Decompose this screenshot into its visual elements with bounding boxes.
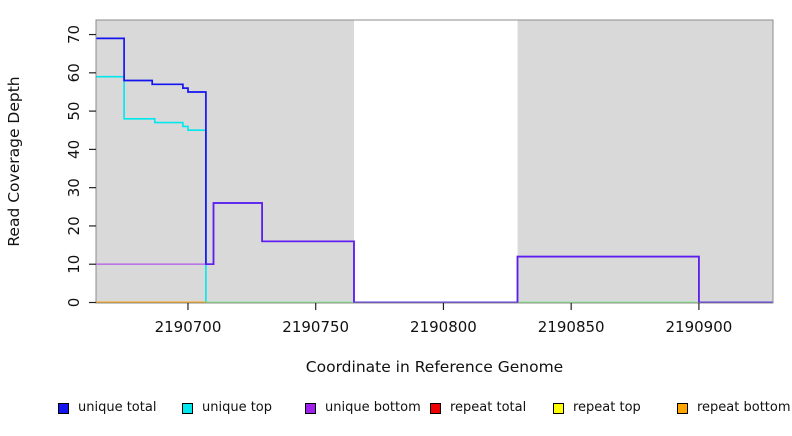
- legend: unique total unique top unique bottom repea…: [0, 400, 792, 424]
- legend-label: repeat total: [450, 400, 527, 415]
- legend-swatch-icon: [58, 402, 69, 414]
- legend-item-unique-bottom: unique bottom: [305, 400, 421, 416]
- y-tick-label: 10: [65, 255, 83, 274]
- x-tick-label: 2190900: [666, 318, 733, 336]
- legend-swatch-icon: [182, 402, 193, 414]
- legend-label: repeat bottom: [697, 400, 791, 415]
- y-tick-label: 40: [65, 140, 83, 159]
- legend-label: unique bottom: [325, 400, 421, 415]
- x-tick-label: 2190700: [155, 318, 222, 336]
- legend-item-repeat-bottom: repeat bottom: [677, 400, 791, 416]
- x-tick-label: 2190850: [538, 318, 605, 336]
- plot-border: [95, 19, 774, 304]
- legend-label: repeat top: [573, 400, 641, 415]
- x-axis-title: Coordinate in Reference Genome: [306, 358, 563, 376]
- y-tick-label: 20: [65, 216, 83, 235]
- legend-item-unique-top: unique top: [182, 400, 272, 416]
- y-tick-label: 50: [65, 102, 83, 121]
- legend-item-repeat-top: repeat top: [553, 400, 641, 416]
- y-tick-label: 70: [65, 25, 83, 44]
- legend-swatch-icon: [677, 402, 688, 414]
- legend-swatch-icon: [553, 402, 564, 414]
- x-tick-label: 2190800: [410, 318, 477, 336]
- y-tick-label: 30: [65, 178, 83, 197]
- legend-label: unique total: [78, 400, 157, 415]
- highlight-region: [354, 20, 518, 303]
- legend-swatch-icon: [430, 402, 441, 414]
- legend-label: unique top: [202, 400, 273, 415]
- y-tick-label: 60: [65, 63, 83, 82]
- y-axis-title: Read Coverage Depth: [5, 76, 23, 246]
- series-line-unique-bottom: [96, 202, 773, 304]
- legend-item-repeat-total: repeat total: [430, 400, 526, 416]
- legend-item-unique-total: unique total: [58, 400, 156, 416]
- legend-swatch-icon: [305, 402, 316, 414]
- y-tick-label: 0: [65, 298, 83, 308]
- x-tick-label: 2190750: [282, 318, 349, 336]
